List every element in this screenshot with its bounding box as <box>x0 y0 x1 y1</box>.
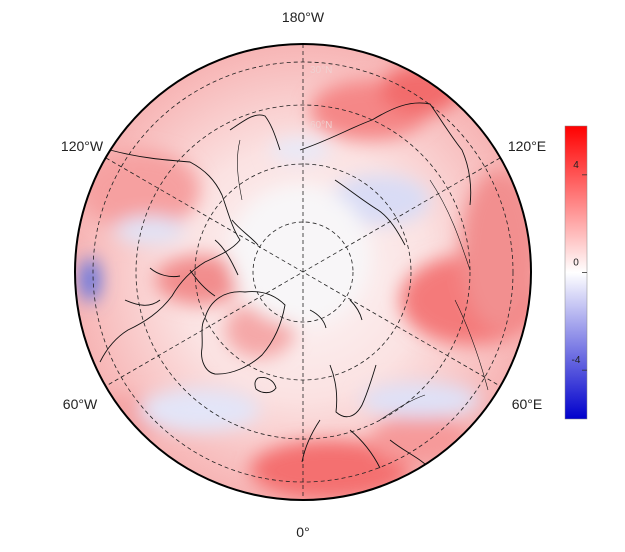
graticule <box>92 44 514 500</box>
lon-label-60w: 60°W <box>63 396 98 412</box>
lon-label-60e: 60°E <box>512 396 543 412</box>
north-america-coast <box>99 149 241 363</box>
anomaly-field <box>75 44 531 500</box>
colorbar-tick-label: 0 <box>573 258 579 269</box>
colorbar-tick-label: -4 <box>572 355 581 366</box>
lon-label-180w: 180°W <box>282 9 325 25</box>
iceland-coast <box>254 377 277 394</box>
siberia-coast <box>299 102 472 206</box>
latitude-circle-75n <box>252 221 354 323</box>
lon-label-0: 0° <box>296 524 309 540</box>
colorbar: 4 0 -4 <box>564 125 588 420</box>
scandinavia-coast <box>301 364 433 471</box>
colorbar-tick-label: 4 <box>573 160 579 171</box>
alaska-coast <box>229 114 281 151</box>
coastlines <box>99 102 489 471</box>
greenland-coast <box>201 291 286 375</box>
lon-label-120e: 120°E <box>508 138 546 154</box>
map-boundary <box>74 43 532 501</box>
lat-label-inner: 60°N <box>310 120 332 131</box>
lon-label-120w: 120°W <box>61 138 104 154</box>
meridian-120e-60w <box>105 157 501 387</box>
lat-label-outer: 30°N <box>310 65 332 76</box>
